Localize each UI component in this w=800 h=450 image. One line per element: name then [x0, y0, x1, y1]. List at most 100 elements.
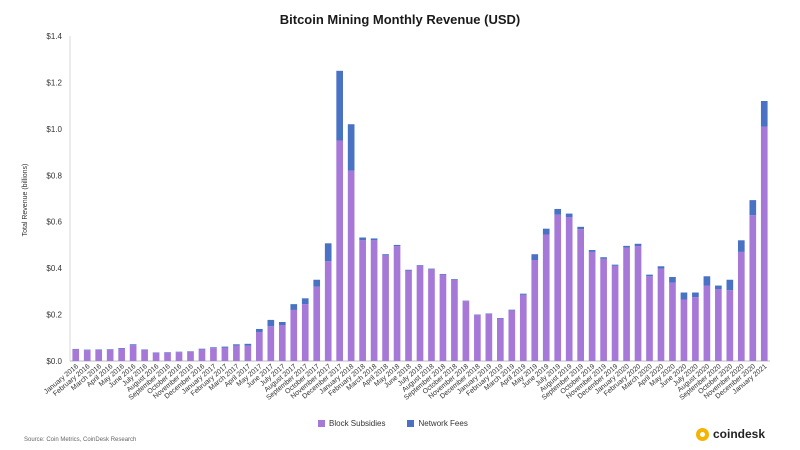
bar-block-subsidies [244, 345, 252, 361]
bar-block-subsidies [611, 265, 619, 361]
bar-network-fees [244, 343, 252, 346]
bars [72, 70, 768, 362]
chart-title: Bitcoin Mining Monthly Revenue (USD) [279, 12, 521, 27]
bar-network-fees [554, 208, 562, 215]
y-axis-label: Total Revenue (billions) [22, 164, 29, 237]
bar-block-subsidies [370, 240, 378, 361]
bar-network-fees [715, 285, 722, 290]
bar-block-subsidies [657, 268, 665, 361]
legend-label-block-subsidies: Block Subsidies [329, 419, 386, 428]
bar-block-subsidies [749, 215, 757, 361]
bar-block-subsidies [703, 285, 711, 361]
bar-block-subsidies [290, 309, 298, 361]
bar-block-subsidies [531, 260, 539, 361]
bar-network-fees [221, 346, 229, 348]
bar-block-subsidies [72, 349, 80, 361]
bar-network-fees [623, 245, 630, 248]
bar-network-fees [393, 244, 401, 247]
y-tick-label: $1.0 [46, 125, 62, 134]
bar-block-subsidies [382, 255, 389, 362]
legend-swatch-block-subsidies [318, 420, 325, 427]
y-tick-label: $0.0 [46, 357, 62, 366]
bar-block-subsidies [95, 349, 103, 361]
bar-network-fees [760, 101, 768, 127]
bar-network-fees [233, 344, 240, 346]
bar-network-fees [531, 254, 539, 261]
bar-block-subsidies [462, 301, 470, 361]
brand-logo[interactable]: coindesk [696, 427, 765, 441]
source-note: Source: Coin Metrics, CoinDesk Research [24, 437, 137, 443]
bar-block-subsidies [634, 246, 642, 361]
bar-network-fees [290, 304, 298, 310]
bar-block-subsidies [554, 214, 562, 361]
bar-block-subsidies [347, 170, 355, 361]
bar-network-fees [519, 293, 527, 295]
legend-item-block-subsidies: Block Subsidies [318, 419, 385, 428]
bar-block-subsidies [680, 299, 688, 361]
bar-block-subsidies [301, 304, 309, 362]
legend-swatch-network-fees [407, 420, 415, 427]
y-tick-label: $0.4 [46, 264, 62, 273]
bar-block-subsidies [336, 140, 343, 361]
bar-network-fees [588, 250, 596, 252]
bar-block-subsidies [451, 279, 458, 361]
bar-network-fees [359, 237, 366, 241]
bar-network-fees [405, 269, 412, 271]
bar-block-subsidies [485, 313, 493, 362]
bar-network-fees [428, 268, 435, 270]
bar-block-subsidies [439, 274, 447, 361]
bar-block-subsidies [141, 349, 148, 361]
bar-block-subsidies [565, 217, 573, 361]
legend: Block Subsidies Network Fees [318, 419, 468, 428]
bar-network-fees [118, 348, 125, 349]
bar-block-subsidies [256, 331, 263, 361]
brand-name: coindesk [713, 427, 766, 441]
bar-network-fees [278, 322, 286, 326]
bar-block-subsidies [233, 345, 240, 361]
bar-network-fees [301, 298, 309, 305]
bar-network-fees [256, 328, 263, 332]
bar-block-subsidies [278, 325, 286, 361]
bar-network-fees [324, 243, 332, 262]
bar-network-fees [313, 279, 321, 287]
bar-block-subsidies [175, 352, 183, 361]
bar-block-subsidies [416, 265, 424, 361]
bar-network-fees [611, 264, 619, 266]
bar-block-subsidies [187, 351, 194, 361]
bar-network-fees [703, 276, 711, 286]
legend-label-network-fees: Network Fees [418, 419, 468, 428]
bar-network-fees [370, 238, 378, 241]
bar-network-fees [634, 243, 642, 247]
bar-block-subsidies [313, 286, 321, 361]
bar-block-subsidies [164, 352, 171, 361]
bar-block-subsidies [428, 269, 435, 361]
bar-block-subsidies [129, 345, 137, 361]
y-tick-label: $0.6 [46, 218, 62, 227]
y-tick-label: $0.8 [46, 171, 62, 180]
y-tick-label: $1.4 [46, 32, 62, 41]
bar-block-subsidies [405, 270, 412, 361]
bar-block-subsidies [267, 326, 275, 361]
bar-network-fees [210, 347, 217, 349]
bar-block-subsidies [669, 282, 676, 361]
bar-network-fees [577, 226, 584, 230]
bar-network-fees [565, 213, 573, 218]
bar-block-subsidies [106, 349, 114, 362]
y-tick-label: $1.2 [46, 78, 62, 87]
y-tick-label: $0.2 [46, 311, 62, 320]
bar-block-subsidies [474, 315, 481, 361]
bar-network-fees [749, 200, 757, 216]
bar-network-fees [692, 292, 699, 298]
bar-block-subsidies [83, 350, 91, 361]
bar-network-fees [347, 124, 355, 171]
bar-block-subsidies [692, 297, 699, 361]
bar-network-fees [737, 240, 745, 252]
bar-network-fees [267, 319, 275, 327]
bar-network-fees [726, 279, 734, 291]
bar-block-subsidies [588, 251, 596, 361]
bar-block-subsidies [577, 229, 584, 361]
bar-block-subsidies [760, 126, 768, 361]
bar-network-fees [669, 276, 676, 283]
